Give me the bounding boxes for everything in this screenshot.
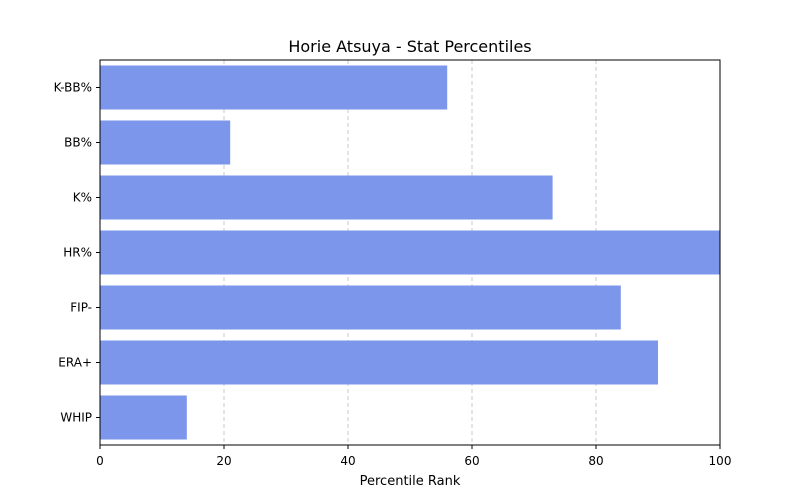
y-tick-label: HR% [63, 246, 92, 260]
bar-k- [100, 175, 553, 220]
bar-whip [100, 395, 187, 440]
x-tick-label: 20 [216, 454, 231, 468]
bar-bb- [100, 120, 231, 165]
x-axis-label: Percentile Rank [360, 474, 461, 489]
bar-era- [100, 340, 658, 385]
bar-hr- [100, 230, 720, 275]
y-tick-label: K% [73, 191, 92, 205]
y-axis-ticks: K-BB% BB% K% HR% FIP- ERA+ WHIP [54, 81, 100, 425]
x-axis-ticks: 0 20 40 60 80 100 [96, 445, 731, 468]
bar-fip- [100, 285, 621, 330]
y-tick-label: WHIP [60, 411, 92, 425]
y-tick-label: FIP- [70, 301, 92, 315]
y-tick-label: K-BB% [54, 81, 92, 95]
y-tick-label: BB% [64, 136, 92, 150]
bar-k-bb- [100, 65, 448, 110]
y-tick-label: ERA+ [58, 356, 92, 370]
chart-title: Horie Atsuya - Stat Percentiles [288, 37, 531, 56]
x-tick-label: 100 [709, 454, 732, 468]
x-tick-label: 80 [588, 454, 603, 468]
bars [100, 65, 720, 440]
x-tick-label: 40 [340, 454, 355, 468]
plot-frame [99, 59, 721, 446]
x-tick-label: 60 [464, 454, 479, 468]
x-tick-label: 0 [96, 454, 104, 468]
